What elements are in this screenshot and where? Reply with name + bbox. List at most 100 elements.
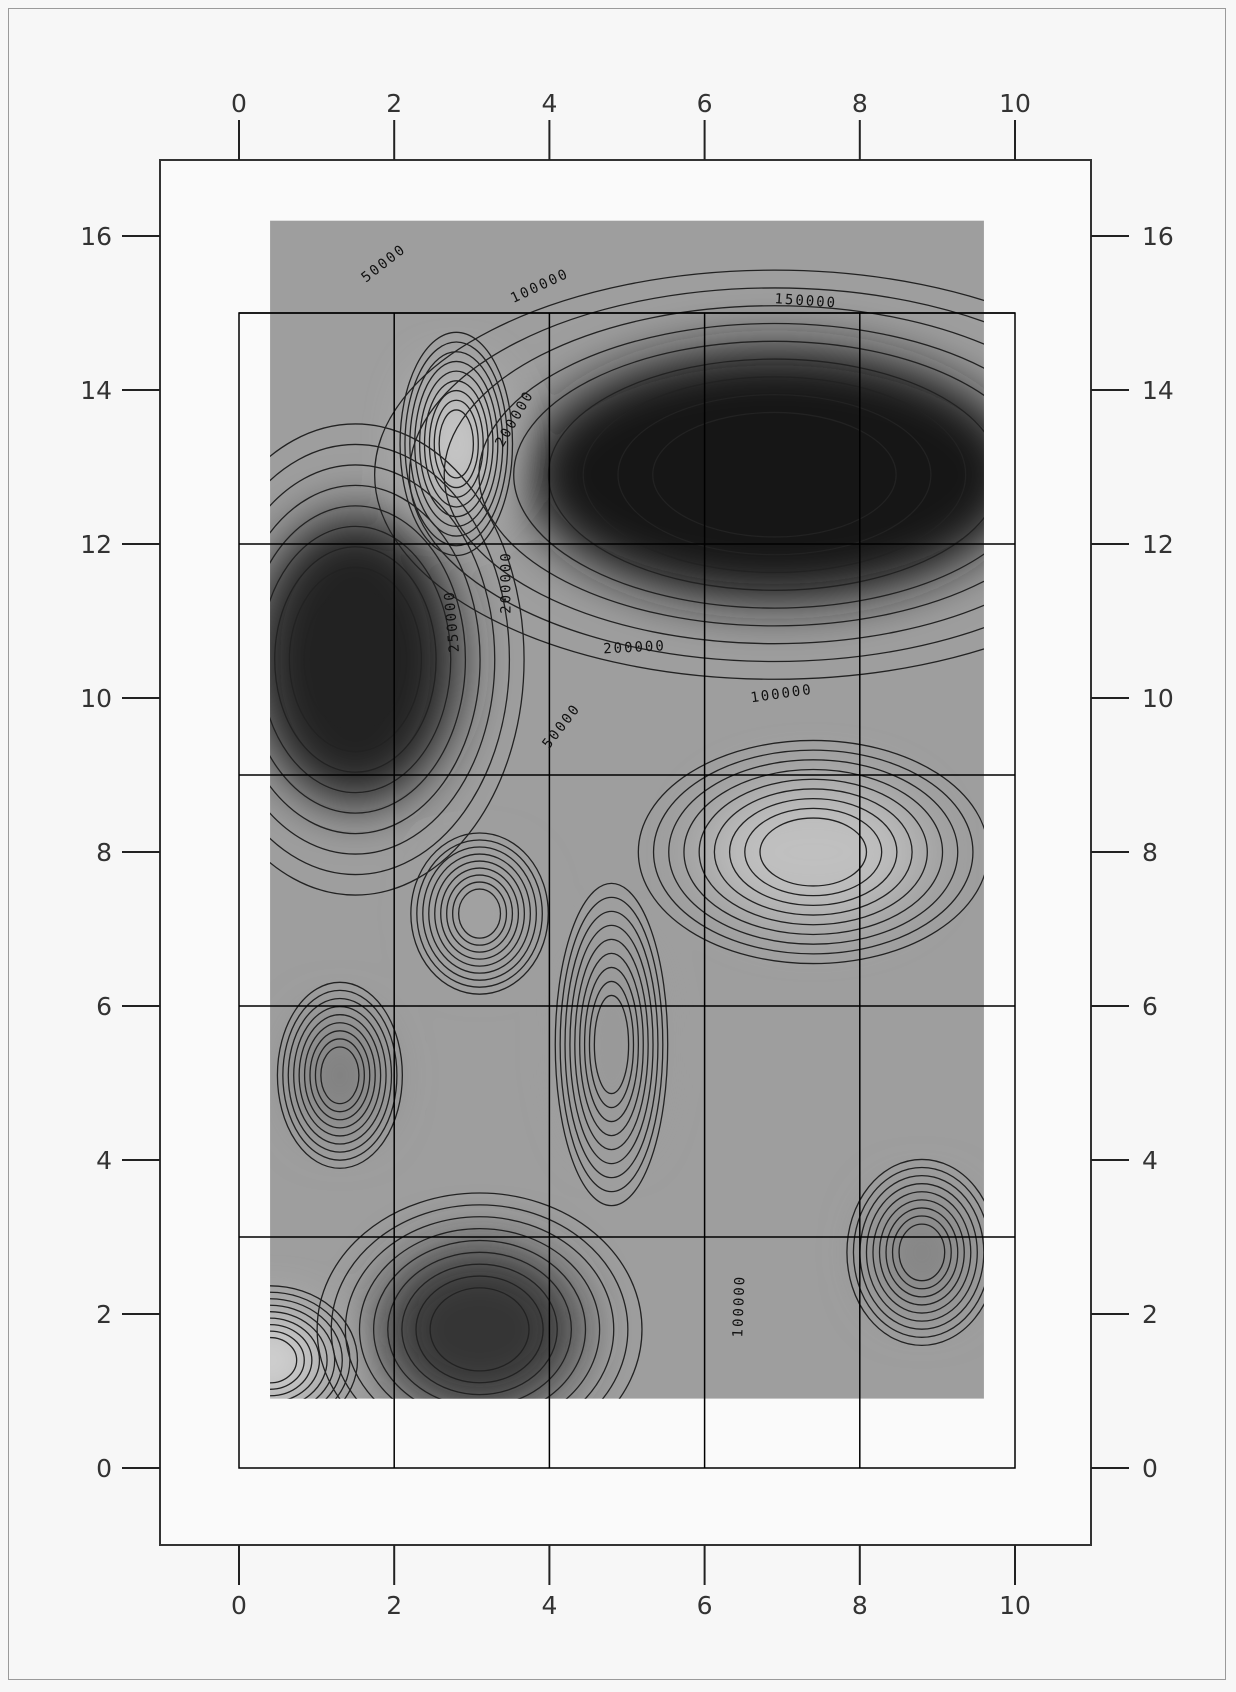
contour-line (698, 778, 928, 926)
y-tick-label-right: 14 (1142, 376, 1174, 405)
contour-line (270, 1323, 313, 1397)
contour-line (434, 860, 526, 967)
heatmap-layer (270, 220, 984, 1399)
contour-line (579, 952, 644, 1137)
contour-line (583, 966, 640, 1123)
contour-line (617, 394, 932, 556)
heatmap-region (301, 1017, 379, 1134)
axis-ticks (122, 120, 1129, 1585)
contour-line (410, 832, 549, 995)
y-tick-label-right: 10 (1142, 684, 1174, 713)
contour-line (270, 525, 452, 794)
contour-value-label: 100000 (730, 1275, 748, 1338)
contour-line (358, 1227, 601, 1399)
contour-line (452, 881, 508, 946)
contour-value-label: 200000 (499, 551, 515, 614)
contour-line (652, 749, 974, 955)
heatmap-region (704, 782, 922, 922)
x-tick-label-top: 8 (852, 89, 868, 118)
y-tick-label-left: 12 (80, 530, 112, 559)
contour-line (683, 768, 944, 936)
contour-line (422, 846, 537, 981)
contour-line (569, 924, 654, 1165)
contour-line (574, 938, 649, 1151)
inner-frame (238, 312, 1016, 1469)
contour-line (282, 989, 398, 1161)
x-tick-label-bottom: 6 (697, 1591, 713, 1620)
x-tick-label-top: 2 (386, 89, 402, 118)
y-tick-label-right: 6 (1142, 992, 1158, 1021)
contour-line (373, 1239, 587, 1399)
contour-line (415, 1275, 544, 1384)
y-tick-label-left: 16 (80, 222, 112, 251)
y-tick-label-right: 12 (1142, 530, 1174, 559)
contour-line (668, 759, 959, 945)
contour-line (408, 287, 984, 663)
contour-line (287, 997, 393, 1153)
page-frame (8, 8, 1226, 1680)
heatmap-region (526, 347, 984, 602)
contour-line (559, 896, 664, 1193)
contour-line (433, 399, 479, 489)
contour-value-label: 150000 (774, 291, 838, 311)
contour-line (582, 376, 967, 574)
contour-line (344, 1216, 615, 1399)
contour-line (554, 882, 669, 1207)
contour-line (276, 981, 403, 1169)
y-tick-label-left: 8 (96, 838, 112, 867)
contour-line (316, 1192, 643, 1399)
heatmap-region (576, 944, 647, 1145)
contour-line (891, 1215, 952, 1290)
contour-line (330, 1204, 629, 1399)
contour-line (399, 331, 514, 557)
contour-line (428, 853, 531, 974)
contour-line (270, 1304, 336, 1399)
contour-line (438, 409, 475, 479)
y-tick-label-left: 0 (96, 1454, 112, 1483)
contour-line (547, 358, 984, 591)
contour-line (270, 1298, 343, 1399)
contour-value-label: 250000 (442, 589, 463, 653)
y-tick-label-right: 2 (1142, 1300, 1158, 1329)
heatmap-region (875, 1194, 969, 1311)
contour-line (885, 1207, 959, 1298)
x-tick-label-top: 6 (697, 89, 713, 118)
contour-line (744, 807, 883, 897)
contour-line (401, 1263, 558, 1396)
contour-line (387, 1251, 572, 1399)
contour-line (865, 1183, 978, 1322)
y-tick-label-left: 4 (96, 1146, 112, 1175)
contour-lines (270, 269, 984, 1399)
contour-line (270, 443, 511, 876)
contour-line (443, 305, 984, 645)
contour-line (852, 1166, 984, 1338)
x-tick-label-top: 10 (999, 89, 1031, 118)
y-tick-label-right: 0 (1142, 1454, 1158, 1483)
contour-line (440, 867, 520, 960)
contour-line (637, 739, 984, 965)
contour-line (652, 411, 897, 538)
heatmap-region (436, 863, 523, 964)
contour-line (728, 797, 898, 907)
y-tick-label-left: 10 (80, 684, 112, 713)
contour-line (320, 1046, 360, 1105)
y-tick-label-left: 2 (96, 1300, 112, 1329)
contour-line (309, 1030, 371, 1121)
contour-line (588, 980, 635, 1109)
axis-tick-labels: 0 0 2 2 4 4 6 6 8 8 10 10 0 0 2 2 4 4 6 6 8 8 10 10 12 12 14 14 16 16 (80, 89, 1174, 1620)
contour-line (878, 1199, 965, 1306)
x-tick-label-bottom: 8 (852, 1591, 868, 1620)
x-tick-label-top: 0 (231, 89, 247, 118)
contour-line (429, 1287, 530, 1372)
contour-line (846, 1158, 984, 1346)
x-tick-label-top: 4 (541, 89, 557, 118)
contour-line (428, 389, 484, 498)
contour-line (303, 587, 408, 732)
contour-value-label: 200000 (603, 638, 666, 657)
contour-line (270, 1311, 328, 1399)
contour-line (872, 1191, 972, 1314)
y-tick-label-right: 8 (1142, 838, 1158, 867)
contour-line (404, 341, 509, 547)
y-tick-label-right: 4 (1142, 1146, 1158, 1175)
